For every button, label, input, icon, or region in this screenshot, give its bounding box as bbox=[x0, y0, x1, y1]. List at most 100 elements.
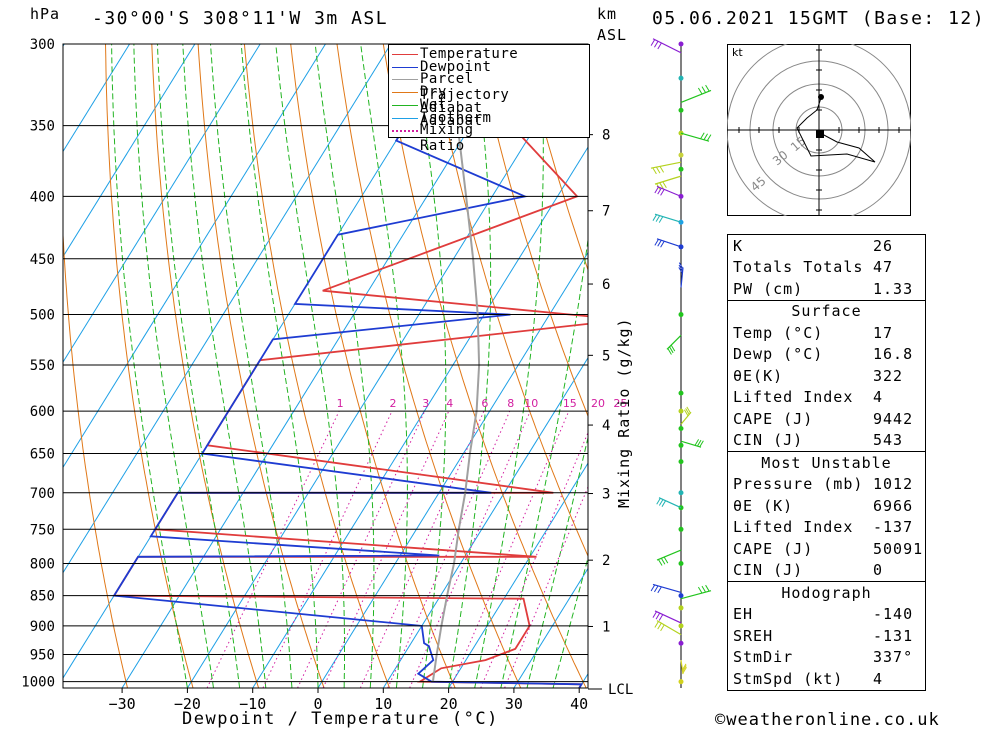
wind-level-dot bbox=[678, 526, 684, 532]
surface-index-value: 17 bbox=[868, 322, 926, 344]
wind-barb bbox=[654, 175, 682, 185]
hodograph-unit-label: kt bbox=[732, 46, 743, 59]
wet-adiabat-line bbox=[500, 236, 588, 688]
wind-barb-flag bbox=[669, 346, 674, 354]
indices-table: K 26 Totals Totals 47 PW (cm) 1.33 Surface Temp… bbox=[727, 234, 926, 691]
legend-swatch bbox=[392, 117, 418, 119]
x-tick-label: 20 bbox=[440, 695, 458, 713]
wet-adiabat-line bbox=[474, 44, 544, 688]
wet-adiabat-line bbox=[360, 44, 408, 688]
mixing-ratio-line bbox=[450, 410, 570, 688]
wet-adiabat-line bbox=[448, 44, 492, 688]
wet-adiabat-line bbox=[412, 44, 447, 688]
pressure-tick-label: 500 bbox=[30, 308, 55, 324]
wind-barb bbox=[680, 89, 712, 104]
wind-barb bbox=[680, 132, 710, 142]
wind-barb-flag bbox=[652, 214, 657, 221]
pressure-tick-label: 900 bbox=[30, 619, 55, 635]
mixing-ratio-tick-label: 8 bbox=[507, 397, 514, 410]
wind-barb-flag bbox=[678, 264, 684, 272]
wind-level-dot bbox=[678, 640, 684, 646]
wind-barb-flag bbox=[694, 439, 700, 446]
dry-adiabat-line bbox=[382, 44, 587, 688]
pressure-tick-label: 800 bbox=[30, 556, 55, 572]
hodo-index-value: 337° bbox=[868, 646, 926, 668]
credit-link[interactable]: ©weatheronline.co.uk bbox=[715, 710, 940, 730]
wind-barb-flag bbox=[681, 663, 687, 671]
wind-barb-flag bbox=[655, 215, 661, 222]
isotherm-line bbox=[63, 44, 326, 469]
wind-level-dot bbox=[678, 166, 684, 172]
wind-level-dot bbox=[678, 425, 684, 431]
isotherm-line bbox=[317, 251, 588, 688]
wind-level-dot bbox=[678, 679, 684, 685]
hodo-index-value: -131 bbox=[868, 625, 926, 647]
index-name: PW (cm) bbox=[727, 278, 868, 300]
mixing-ratio-line bbox=[322, 410, 450, 688]
wind-barb-flag bbox=[659, 166, 665, 173]
wind-barb-flag bbox=[697, 87, 703, 95]
wind-barb-flag bbox=[655, 612, 661, 620]
isotherm-line bbox=[186, 44, 588, 688]
wind-barb-flag bbox=[696, 439, 702, 447]
wet-adiabat-line bbox=[133, 44, 214, 688]
hodo-index-name: StmDir bbox=[727, 646, 868, 668]
series-temperature bbox=[112, 44, 588, 688]
km-tick-label: 1 bbox=[602, 619, 610, 635]
pressure-tick-label: 750 bbox=[30, 522, 55, 538]
wind-barb-flag bbox=[654, 621, 659, 628]
hodo-index-name: SREH bbox=[727, 625, 868, 647]
wind-barb bbox=[656, 549, 682, 561]
wind-barb-flag bbox=[700, 132, 705, 140]
wet-adiabat-line bbox=[526, 435, 588, 688]
km-tick-label: 3 bbox=[602, 487, 610, 503]
index-value: 1.33 bbox=[868, 278, 926, 300]
mixing-ratio-tick-label: 1 bbox=[337, 397, 344, 410]
legend-label: Parcel Trajectory bbox=[420, 71, 510, 104]
wind-barb-flag bbox=[658, 216, 664, 223]
dry-adiabat-line bbox=[475, 44, 588, 418]
wind-barb bbox=[680, 590, 712, 600]
wind-barb-flag bbox=[654, 239, 659, 246]
hodograph-trace bbox=[796, 97, 876, 163]
wind-barb bbox=[656, 238, 682, 248]
x-tick-label: −10 bbox=[239, 695, 266, 713]
wind-barb-flag bbox=[705, 584, 710, 592]
pressure-tick-label: 650 bbox=[30, 447, 55, 463]
legend-swatch bbox=[392, 92, 418, 94]
wind-level-dot bbox=[678, 442, 684, 448]
wind-barb-flag bbox=[706, 134, 712, 141]
x-tick-label: 30 bbox=[505, 695, 523, 713]
wind-barb-flag bbox=[701, 585, 707, 593]
wind-barb-flag bbox=[699, 440, 704, 448]
wind-barb-flag bbox=[658, 559, 663, 566]
hodograph-section-title: Hodograph bbox=[727, 581, 926, 604]
most-unstable-section-title: Most Unstable bbox=[727, 451, 926, 474]
wind-level-dot bbox=[678, 605, 684, 611]
wind-barb-flag bbox=[682, 665, 687, 672]
mixing-ratio-axis-label: Mixing Ratio (g/kg) bbox=[615, 317, 633, 508]
wind-level-dot bbox=[678, 390, 684, 396]
surface-index-value: 9442 bbox=[868, 408, 926, 430]
wind-barb-flag bbox=[657, 240, 662, 247]
wind-barb-flag bbox=[667, 348, 672, 355]
wind-barb-flag bbox=[652, 611, 657, 618]
wind-level-dot bbox=[678, 490, 684, 496]
mu-index-name: Lifted Index bbox=[727, 516, 868, 538]
wind-barb-flag bbox=[658, 499, 664, 506]
isotherm-line bbox=[63, 44, 196, 258]
chart-legend: Temperature Dewpoint Parcel Trajectory Dry … bbox=[388, 44, 590, 154]
wind-barb bbox=[652, 38, 682, 54]
mixing-ratio-tick-label: 20 bbox=[591, 397, 605, 410]
wind-barb-flag bbox=[660, 558, 666, 565]
wind-barb-flag bbox=[658, 614, 664, 621]
km-tick-label: 2 bbox=[602, 553, 610, 569]
wind-barb-flag bbox=[650, 39, 656, 46]
wind-level-dot bbox=[678, 312, 684, 318]
mixing-ratio-line bbox=[409, 410, 531, 688]
km-tick-label: 6 bbox=[602, 277, 610, 293]
mixing-ratio-tick-label: 15 bbox=[563, 397, 577, 410]
pressure-tick-label: 850 bbox=[30, 589, 55, 605]
wet-adiabat-line bbox=[552, 556, 588, 688]
wind-barb bbox=[654, 213, 682, 223]
